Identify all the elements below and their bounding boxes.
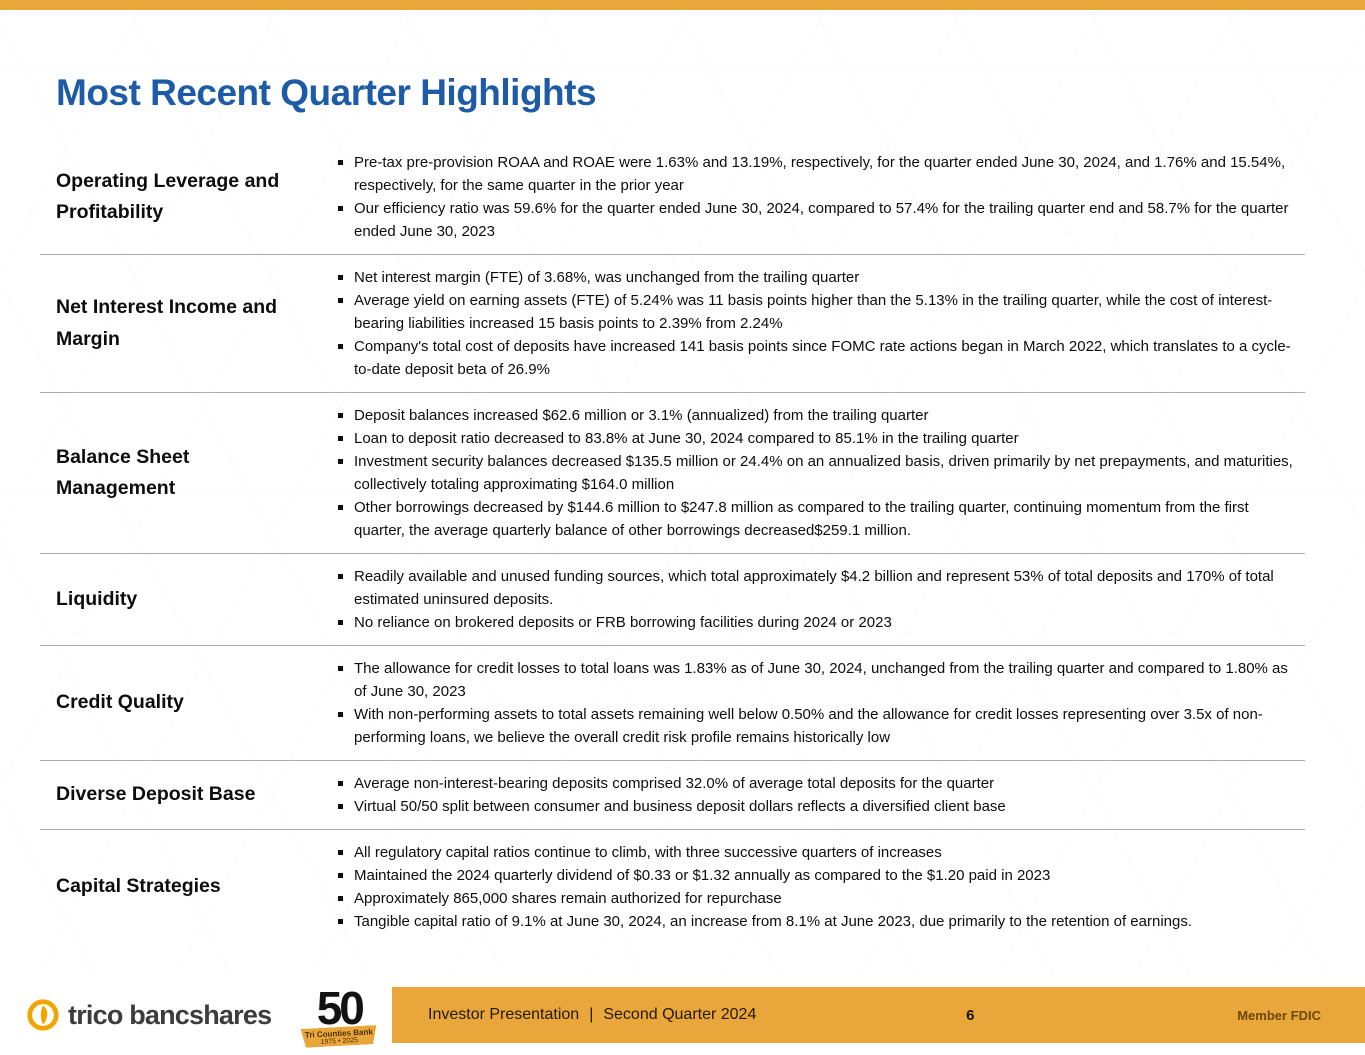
- bullet-list: All regulatory capital ratios continue t…: [335, 841, 1305, 933]
- bullet-item: Virtual 50/50 split between consumer and…: [335, 795, 1297, 818]
- anniversary-50-logo: 50 Tri Counties Bank 1975 • 2025: [297, 985, 381, 1046]
- bullet-item: Net interest margin (FTE) of 3.68%, was …: [335, 266, 1297, 289]
- footer-logos: trico bancshares 50 Tri Counties Bank 19…: [0, 985, 392, 1046]
- bullet-list: Net interest margin (FTE) of 3.68%, was …: [335, 266, 1305, 381]
- bullet-item: Company's total cost of deposits have in…: [335, 335, 1297, 381]
- page-title: Most Recent Quarter Highlights: [56, 72, 597, 113]
- row-title: Capital Strategies: [56, 875, 221, 898]
- row-credit-quality: Credit Quality The allowance for credit …: [40, 646, 1305, 761]
- footer: trico bancshares 50 Tri Counties Bank 19…: [0, 975, 1365, 1055]
- footer-bar-text: Investor Presentation | Second Quarter 2…: [428, 1006, 756, 1024]
- top-gold-strip: [0, 0, 1365, 10]
- footer-gold-bar: Investor Presentation | Second Quarter 2…: [392, 987, 1365, 1043]
- bullet-item: All regulatory capital ratios continue t…: [335, 841, 1297, 864]
- bullet-item: Approximately 865,000 shares remain auth…: [335, 887, 1297, 910]
- row-diverse-deposit-base: Diverse Deposit Base Average non-interes…: [40, 761, 1305, 830]
- row-liquidity: Liquidity Readily available and unused f…: [40, 554, 1305, 646]
- bullet-item: With non-performing assets to total asse…: [335, 703, 1297, 749]
- bullet-item: Readily available and unused funding sou…: [335, 565, 1297, 611]
- row-title: Operating Leverage and Profitability: [56, 169, 280, 223]
- brand-name: trico bancshares: [68, 999, 272, 1030]
- bullet-list: Pre-tax pre-provision ROAA and ROAE were…: [335, 151, 1305, 243]
- row-operating-leverage: Operating Leverage and Profitability Pre…: [40, 140, 1305, 255]
- bullet-list: The allowance for credit losses to total…: [335, 657, 1305, 749]
- footer-separator: |: [589, 1006, 594, 1023]
- bullet-item: Maintained the 2024 quarterly dividend o…: [335, 864, 1297, 887]
- row-net-interest-income: Net Interest Income and Margin Net inter…: [40, 255, 1305, 393]
- row-title: Net Interest Income and Margin: [56, 296, 278, 350]
- trico-logo-icon: [26, 998, 60, 1032]
- bullet-list: Deposit balances increased $62.6 million…: [335, 404, 1305, 542]
- bullet-item: Other borrowings decreased by $144.6 mil…: [335, 496, 1297, 542]
- bullet-item: Investment security balances decreased $…: [335, 450, 1297, 496]
- bullet-item: No reliance on brokered deposits or FRB …: [335, 611, 1297, 634]
- bullet-list: Average non-interest-bearing deposits co…: [335, 772, 1305, 818]
- row-balance-sheet: Balance Sheet Management Deposit balance…: [40, 393, 1305, 554]
- bullet-item: Pre-tax pre-provision ROAA and ROAE were…: [335, 151, 1297, 197]
- slide: Most Recent Quarter Highlights Operating…: [0, 72, 1365, 944]
- row-title: Liquidity: [56, 587, 138, 610]
- row-title: Credit Quality: [56, 691, 184, 714]
- footer-quarter-label: Second Quarter 2024: [603, 1006, 757, 1023]
- row-title: Balance Sheet Management: [56, 445, 190, 499]
- row-capital-strategies: Capital Strategies All regulatory capita…: [40, 830, 1305, 944]
- bullet-item: Our efficiency ratio was 59.6% for the q…: [335, 197, 1297, 243]
- footer-presentation-label: Investor Presentation: [428, 1006, 580, 1023]
- bullet-item: Average non-interest-bearing deposits co…: [335, 772, 1297, 795]
- highlights-table: Operating Leverage and Profitability Pre…: [40, 140, 1305, 944]
- trico-bancshares-logo: trico bancshares: [26, 998, 272, 1032]
- bullet-list: Readily available and unused funding sou…: [335, 565, 1305, 634]
- member-fdic-label: Member FDIC: [1237, 1007, 1321, 1023]
- anniversary-number: 50: [316, 981, 365, 1034]
- bullet-item: Tangible capital ratio of 9.1% at June 3…: [335, 910, 1297, 933]
- row-title: Diverse Deposit Base: [56, 783, 256, 806]
- bullet-item: Deposit balances increased $62.6 million…: [335, 404, 1297, 427]
- page-number: 6: [966, 1006, 975, 1024]
- bullet-item: The allowance for credit losses to total…: [335, 657, 1297, 703]
- bullet-item: Loan to deposit ratio decreased to 83.8%…: [335, 427, 1297, 450]
- bullet-item: Average yield on earning assets (FTE) of…: [335, 289, 1297, 335]
